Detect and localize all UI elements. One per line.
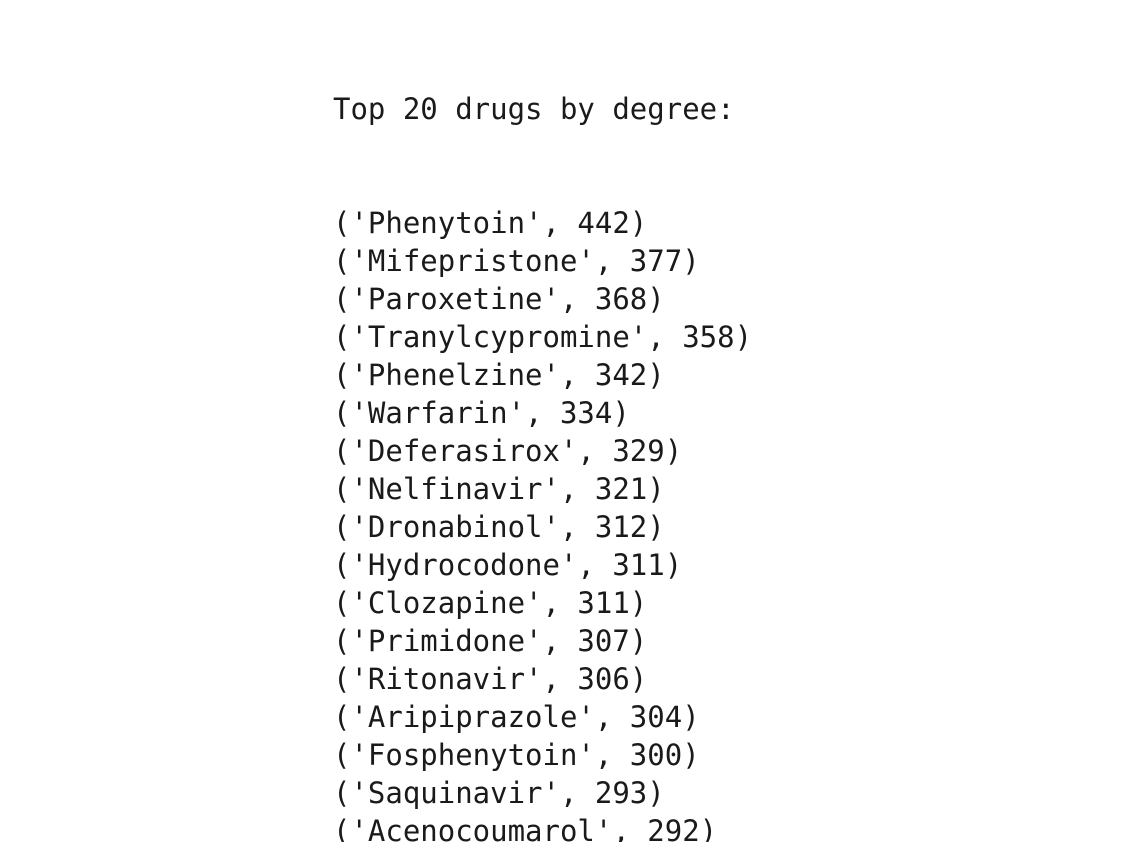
output-line: ('Nelfinavir', 321) [333, 472, 665, 506]
output-header: Top 20 drugs by degree: [333, 92, 735, 126]
output-line: ('Fosphenytoin', 300) [333, 738, 700, 772]
output-line: ('Dronabinol', 312) [333, 510, 665, 544]
output-line: ('Paroxetine', 368) [333, 282, 665, 316]
output-line: ('Mifepristone', 377) [333, 244, 700, 278]
output-line: ('Phenytoin', 442) [333, 206, 648, 240]
console-output: Top 20 drugs by degree: ('Phenytoin', 44… [333, 14, 752, 842]
output-line: ('Hydrocodone', 311) [333, 548, 683, 582]
output-line: ('Warfarin', 334) [333, 396, 630, 430]
output-line: ('Tranylcypromine', 358) [333, 320, 753, 354]
output-line: ('Acenocoumarol', 292) [333, 814, 718, 842]
output-line: ('Saquinavir', 293) [333, 776, 665, 810]
output-line: ('Aripiprazole', 304) [333, 700, 700, 734]
output-line: ('Ritonavir', 306) [333, 662, 648, 696]
output-line: ('Phenelzine', 342) [333, 358, 665, 392]
output-line: ('Primidone', 307) [333, 624, 648, 658]
output-line: ('Clozapine', 311) [333, 586, 648, 620]
output-line: ('Deferasirox', 329) [333, 434, 683, 468]
